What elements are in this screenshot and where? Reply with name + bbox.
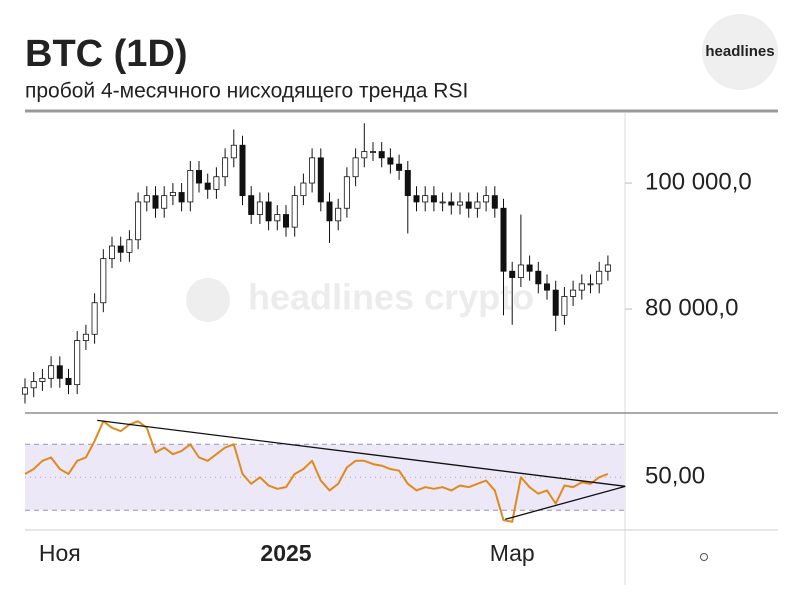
- candle-body: [352, 157, 359, 178]
- candle-body: [335, 207, 342, 222]
- candle-body: [517, 264, 524, 278]
- candle-body: [369, 151, 376, 153]
- candle-body: [256, 201, 263, 215]
- candle-body: [135, 201, 142, 241]
- candle-body: [300, 182, 307, 197]
- candle-body: [282, 214, 289, 228]
- candle-body: [126, 239, 133, 253]
- candle-body: [178, 192, 185, 203]
- candle-body: [317, 157, 324, 203]
- candle-body: [48, 365, 55, 379]
- candle-body: [483, 195, 490, 203]
- candle-body: [161, 195, 168, 209]
- candle-body: [343, 176, 350, 209]
- candle-body: [378, 151, 385, 159]
- chart-subtitle: пробой 4-месячного нисходящего тренда RS…: [25, 80, 468, 103]
- candle-body: [274, 214, 281, 222]
- candle-body: [561, 296, 568, 316]
- candle-body: [387, 157, 394, 165]
- watermark: headlines crypto: [248, 277, 534, 318]
- candle-body: [509, 270, 516, 278]
- candle-body: [39, 377, 46, 382]
- candle-body: [222, 157, 229, 178]
- settings-icon[interactable]: [700, 553, 708, 561]
- candle-body: [604, 264, 611, 272]
- candle-body: [439, 201, 446, 204]
- candle-body: [30, 381, 37, 389]
- candle-body: [596, 270, 603, 285]
- candle-body: [187, 170, 194, 203]
- candle-body: [404, 170, 411, 197]
- candle-body: [430, 195, 437, 203]
- candle-body: [474, 201, 481, 209]
- trend-line: [505, 485, 626, 520]
- trend-line: [97, 419, 626, 487]
- candle-body: [413, 195, 420, 203]
- candle-body: [195, 170, 202, 184]
- y-tick-label: 100 000,0: [645, 168, 752, 195]
- candle-body: [309, 157, 316, 184]
- candle-body: [526, 264, 533, 272]
- candle-body: [265, 201, 272, 222]
- x-tick-label: Ноя: [39, 540, 81, 566]
- candle-body: [448, 201, 455, 206]
- candle-body: [587, 283, 594, 286]
- candle-body: [109, 245, 116, 260]
- candle-body: [56, 365, 63, 379]
- logo-circle: [702, 14, 778, 90]
- logo-text: headlines: [705, 43, 774, 60]
- candle-body: [152, 195, 159, 209]
- x-tick-label: 2025: [260, 540, 311, 566]
- candle-body: [143, 195, 150, 203]
- candle-body: [456, 201, 463, 206]
- candle-body: [82, 333, 89, 341]
- chart-title: BTC (1D): [25, 33, 188, 75]
- candle-body: [230, 144, 237, 159]
- candle-body: [491, 195, 498, 209]
- candle-body: [117, 245, 124, 253]
- plot: 80 000,0 100 000,0 Ноя 2025 Мар 50,00: [21, 123, 752, 566]
- candle-body: [21, 387, 28, 395]
- candle-body: [396, 163, 403, 171]
- candle-body: [204, 182, 211, 190]
- candle-body: [239, 144, 246, 197]
- x-tick-label: Мар: [490, 540, 535, 566]
- candle-body: [326, 201, 333, 222]
- y-tick-label: 80 000,0: [645, 294, 738, 321]
- candle-body: [500, 207, 507, 272]
- candle-body: [422, 195, 429, 203]
- candle-body: [100, 258, 107, 304]
- candle-body: [65, 377, 72, 386]
- candle-body: [535, 270, 542, 285]
- candle-body: [91, 302, 98, 335]
- candle-body: [361, 151, 368, 159]
- candle-body: [248, 195, 255, 215]
- y-tick-label: 50,00: [645, 463, 705, 490]
- watermark-icon: [186, 278, 230, 322]
- candle-body: [169, 192, 176, 197]
- candle-body: [291, 195, 298, 228]
- candle-body: [465, 201, 472, 209]
- candle-body: [213, 176, 220, 190]
- candle-body: [552, 289, 559, 316]
- candle-body: [578, 283, 585, 291]
- rsi-line: [24, 420, 609, 523]
- candle-body: [74, 340, 81, 386]
- candle-body: [570, 289, 577, 297]
- candle-body: [544, 283, 551, 291]
